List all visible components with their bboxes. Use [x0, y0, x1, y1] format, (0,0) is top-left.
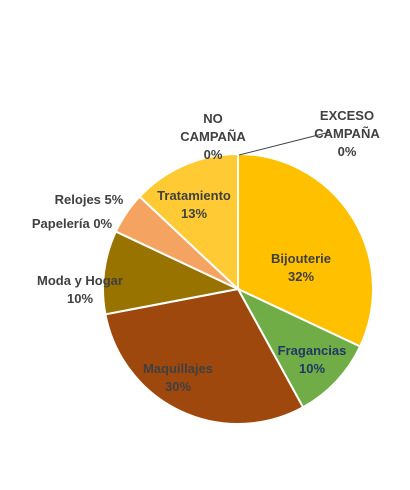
leader-line-exceso-campana [238, 131, 331, 156]
slice-percent-label: 10% [67, 291, 93, 306]
slice-percent-label: 0% [338, 144, 357, 159]
slice-label: Maquillajes [143, 361, 213, 376]
slice-label: Papelería 0% [32, 216, 113, 231]
slice-label: CAMPAÑA [314, 126, 380, 141]
pie-slice-fragancias [235, 286, 362, 409]
slice-percent-label: 30% [165, 379, 191, 394]
slice-label: Relojes 5% [55, 192, 124, 207]
slice-label: CAMPAÑA [180, 129, 246, 144]
slice-percent-label: 32% [288, 269, 314, 284]
pie-slice-moda-y-hogar [102, 230, 242, 316]
slice-percent-label: 0% [204, 147, 223, 162]
pie-slice-maquillajes [104, 287, 305, 425]
pie-slice-bijouterie [237, 152, 374, 348]
pie-slice-tratamiento [138, 152, 239, 292]
slice-percent-label: 10% [299, 361, 325, 376]
slice-label: Tratamiento [157, 188, 231, 203]
slice-percent-label: 13% [181, 206, 207, 221]
slice-label: Bijouterie [271, 251, 331, 266]
slice-label: NO [203, 111, 223, 126]
slice-label: Fragancias [278, 343, 347, 358]
pie-slices [102, 152, 374, 425]
pie-labels: Bijouterie 32% Fragancias 10% Maquillajes 30%… [32, 108, 380, 394]
slice-label: Moda y Hogar [37, 273, 123, 288]
slice-label: EXCESO [320, 108, 374, 123]
